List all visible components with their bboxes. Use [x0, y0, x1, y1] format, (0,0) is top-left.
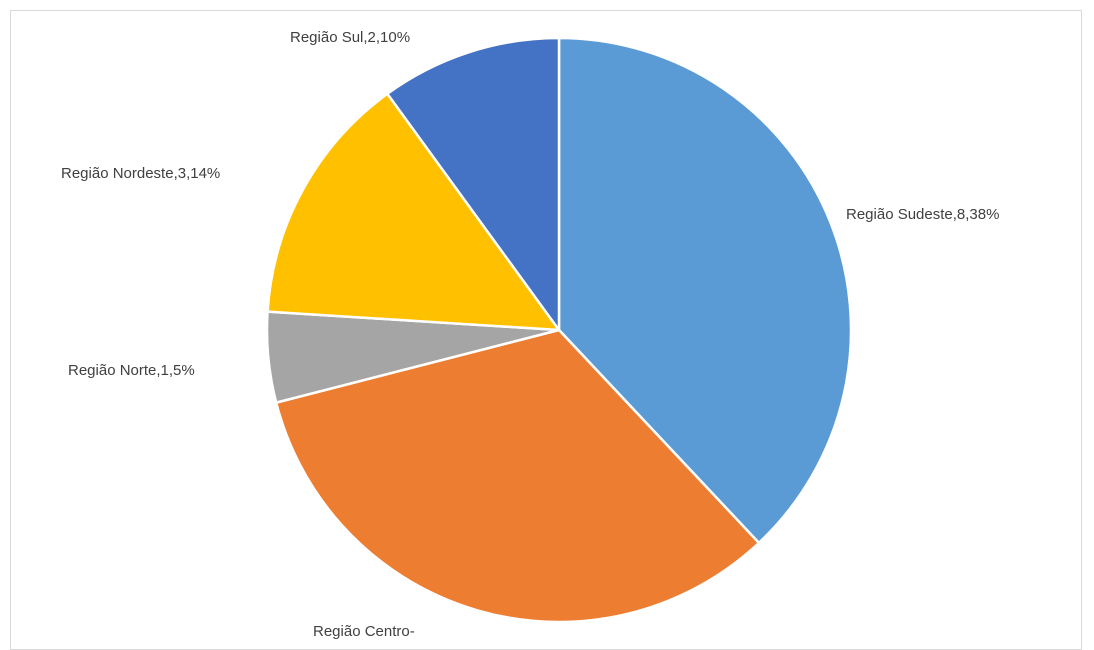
- slice-sul: [386, 36, 561, 332]
- slice-sudeste: [557, 36, 853, 545]
- pie-slices: [265, 36, 853, 624]
- label-sudeste: Região Sudeste,8,38%: [846, 206, 999, 223]
- label-sul: Região Sul,2,10%: [290, 29, 410, 46]
- slice-nordeste: [266, 92, 561, 332]
- label-nordeste: Região Nordeste,3,14%: [61, 165, 220, 182]
- label-norte: Região Norte,1,5%: [68, 362, 195, 379]
- slice-centro-oeste: [274, 328, 761, 624]
- label-centro: Região Centro-: [313, 623, 415, 639]
